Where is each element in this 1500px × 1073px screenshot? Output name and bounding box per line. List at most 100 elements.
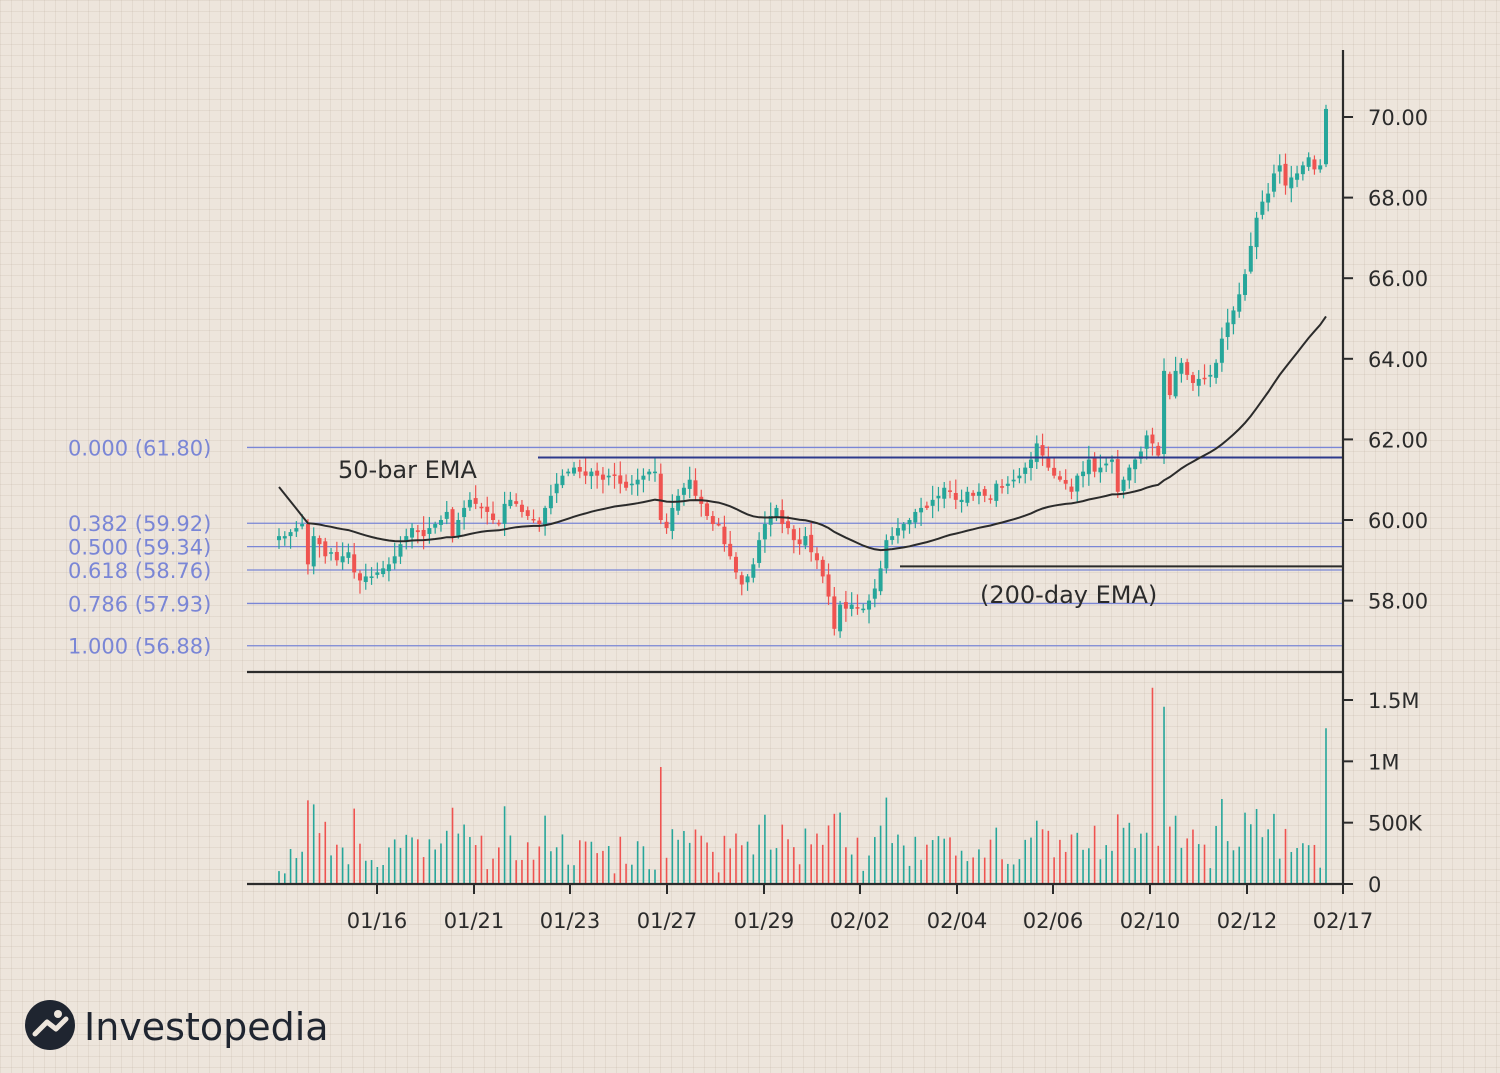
candle-body: [381, 568, 386, 575]
volume-tick-label: 1M: [1368, 750, 1399, 774]
candle-body: [786, 521, 791, 529]
candle-body: [1167, 373, 1172, 396]
candle-body: [930, 499, 935, 506]
candle-body: [687, 479, 692, 489]
candle-body: [427, 528, 432, 534]
candle-body: [1115, 459, 1120, 492]
candle-body: [1231, 310, 1236, 325]
candle-body: [878, 568, 883, 592]
candle-body: [774, 507, 779, 517]
candle-body: [473, 498, 478, 504]
candle-body: [543, 507, 548, 525]
candle-body: [1324, 108, 1328, 165]
x-tick-label: 02/04: [927, 909, 988, 933]
candle-body: [988, 498, 993, 500]
candle-body: [751, 564, 756, 578]
candle-body: [1306, 157, 1311, 167]
candle-body: [936, 495, 941, 499]
candle-body: [444, 511, 449, 519]
candle-body: [1208, 374, 1213, 377]
candle-body: [404, 536, 409, 543]
candle-body: [595, 470, 600, 476]
candle-body: [919, 507, 924, 513]
candle-body: [1312, 159, 1317, 170]
candle-body: [1295, 173, 1300, 180]
x-tick-label: 01/29: [734, 909, 795, 933]
candle-body: [820, 559, 825, 577]
price-tick-label: 58.00: [1368, 590, 1428, 614]
candle-body: [976, 491, 981, 496]
volume-bars: [278, 687, 1327, 884]
candle-body: [346, 552, 351, 558]
candle-body: [1214, 362, 1219, 378]
candle-body: [560, 475, 565, 486]
candle-body: [728, 543, 733, 557]
candle-body: [410, 528, 415, 538]
candle-body: [323, 541, 328, 557]
candle-body: [1121, 479, 1126, 492]
ema50-annotation: 50-bar EMA: [338, 456, 478, 484]
candle-body: [1086, 459, 1091, 475]
candle-body: [502, 503, 507, 524]
candle-body: [369, 576, 374, 579]
candle-body: [1254, 217, 1259, 248]
price-tick-label: 64.00: [1368, 348, 1428, 372]
candle-body: [635, 479, 640, 485]
candle-body: [1179, 362, 1184, 374]
candle-body: [1271, 173, 1276, 192]
candle-body: [1104, 463, 1109, 466]
candle-body: [676, 495, 681, 511]
candle-body: [838, 604, 843, 632]
candle-body: [739, 575, 744, 585]
candle-body: [1069, 486, 1074, 492]
price-tick-label: 60.00: [1368, 509, 1428, 533]
candle-body: [814, 553, 819, 561]
candle-body: [1046, 457, 1051, 468]
candle-body: [867, 600, 872, 610]
candle-body: [971, 492, 976, 496]
candle-body: [768, 515, 773, 525]
candle-body: [809, 534, 814, 553]
candle-body: [577, 467, 582, 472]
candle-body: [872, 588, 877, 599]
candle-body: [1277, 165, 1282, 172]
candlesticks: [277, 104, 1328, 638]
candle-body: [953, 493, 958, 500]
candle-body: [1266, 193, 1271, 203]
candle-body: [566, 471, 571, 474]
candle-body: [641, 475, 646, 480]
candle-body: [762, 524, 767, 540]
candle-body: [1023, 467, 1028, 474]
x-tick-label: 01/27: [637, 909, 698, 933]
candle-body: [311, 536, 316, 567]
fib-label: 0.618 (58.76): [68, 559, 211, 583]
candle-body: [1127, 467, 1132, 481]
candle-body: [1138, 451, 1143, 459]
x-tick-label: 02/12: [1217, 909, 1278, 933]
candle-body: [1000, 486, 1005, 488]
candle-body: [479, 506, 484, 509]
candle-body: [392, 556, 397, 564]
candle-body: [716, 523, 721, 526]
x-tick-label: 02/06: [1023, 909, 1084, 933]
candle-body: [1052, 467, 1057, 476]
candle-body: [1318, 165, 1323, 170]
candle-body: [1196, 378, 1201, 386]
candle-body: [959, 499, 964, 503]
candle-body: [421, 529, 426, 537]
candle-body: [1150, 434, 1155, 444]
candle-body: [855, 607, 860, 609]
x-tick-label: 02/17: [1313, 909, 1374, 933]
candle-body: [1040, 445, 1045, 456]
candle-body: [583, 471, 588, 476]
fib-label: 0.000 (61.80): [68, 436, 211, 460]
candle-body: [924, 505, 929, 508]
candle-body: [624, 481, 629, 488]
candle-body: [705, 503, 710, 516]
candle-body: [1011, 479, 1016, 482]
candle-body: [710, 516, 715, 525]
candle-body: [1005, 483, 1010, 486]
fib-label: 0.500 (59.34): [68, 536, 211, 560]
candle-body: [1202, 377, 1207, 380]
